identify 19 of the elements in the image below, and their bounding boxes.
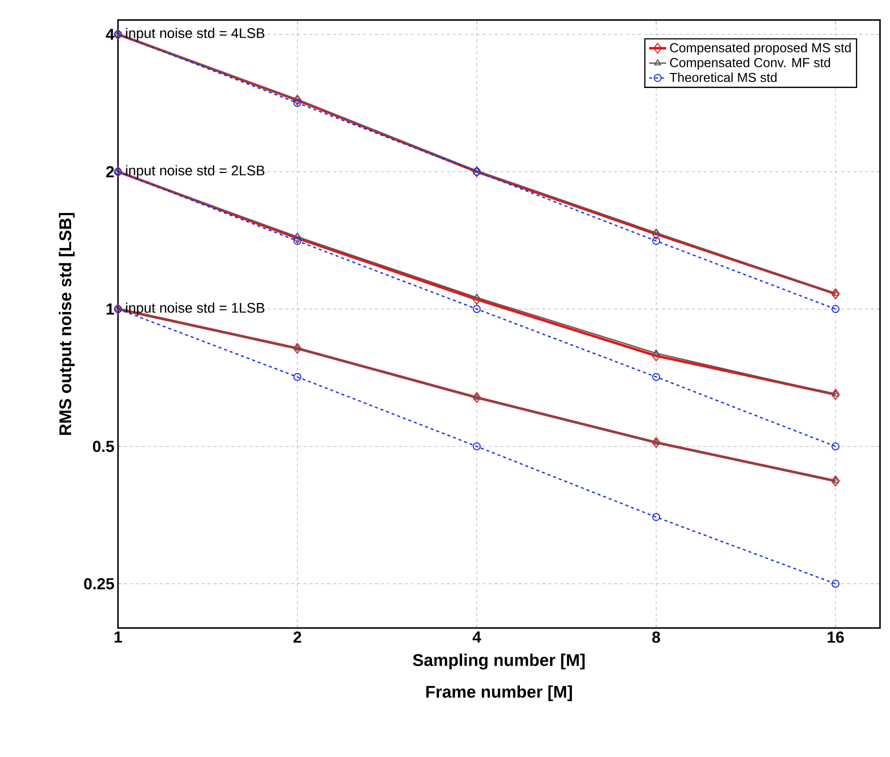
x-tick-label: 16 bbox=[828, 632, 844, 643]
y-tick-label: 2 bbox=[106, 166, 114, 178]
x-tick-label: 8 bbox=[652, 632, 660, 643]
annotation: input noise std = 4LSB bbox=[126, 28, 264, 41]
text: Frame number [M] bbox=[426, 685, 572, 702]
x-tick-label: 1 bbox=[114, 632, 122, 642]
x-tick-label: 4 bbox=[472, 632, 482, 642]
y-tick-label: 0.25 bbox=[84, 578, 114, 590]
annotation: input noise std = 2LSB bbox=[126, 165, 264, 178]
x-axis-title: Sampling number [M] bbox=[412, 654, 585, 670]
legend-label: Theoretical MS std bbox=[670, 72, 777, 82]
legend-label: Compensated proposed MS std bbox=[670, 42, 851, 55]
y-tick-label: 1 bbox=[106, 304, 114, 315]
legend-label: Compensated Conv. MF std bbox=[670, 58, 830, 70]
annotation: input noise std = 1LSB bbox=[126, 302, 264, 316]
y-tick-label: 0.5 bbox=[92, 440, 114, 452]
y-tick-label: 4 bbox=[106, 28, 114, 40]
x-tick-label: 2 bbox=[293, 632, 302, 643]
y-axis-title: RMS output noise std [LSB] bbox=[58, 212, 75, 435]
